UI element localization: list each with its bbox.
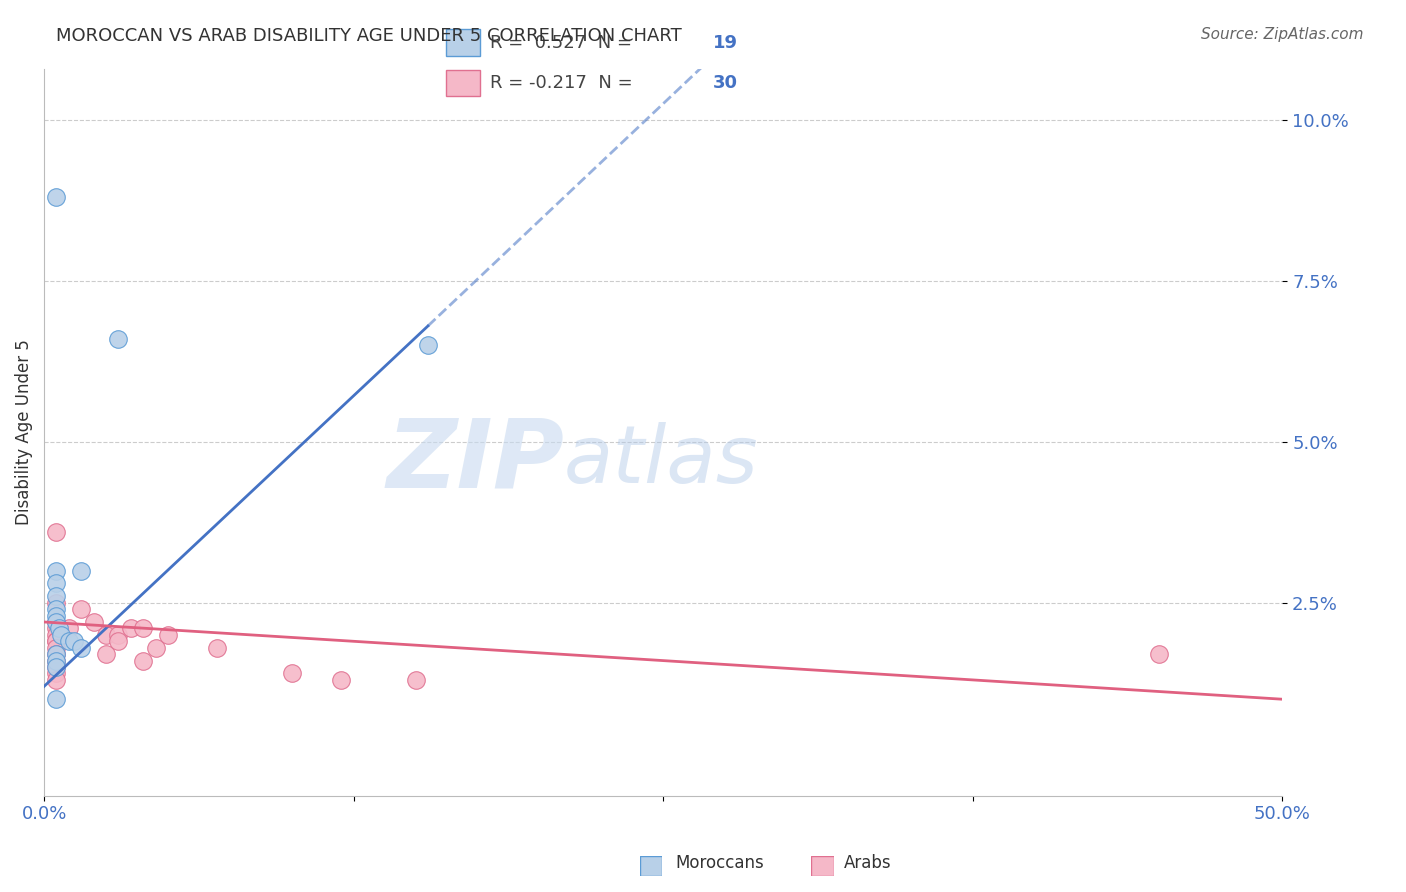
- Point: [45, 640, 67, 655]
- Point: [156, 628, 179, 642]
- Point: [45, 628, 67, 642]
- Point: [132, 654, 155, 668]
- Point: [45, 666, 67, 681]
- Y-axis label: Disability Age Under 5: Disability Age Under 5: [15, 339, 32, 525]
- Point: [45, 654, 67, 668]
- Text: R = -0.217  N =: R = -0.217 N =: [489, 74, 638, 92]
- Point: [107, 634, 129, 648]
- Point: [45, 589, 67, 603]
- Text: MOROCCAN VS ARAB DISABILITY AGE UNDER 5 CORRELATION CHART: MOROCCAN VS ARAB DISABILITY AGE UNDER 5 …: [56, 27, 682, 45]
- Point: [45, 596, 67, 610]
- Point: [45, 660, 67, 674]
- FancyBboxPatch shape: [811, 856, 834, 876]
- Point: [70, 640, 93, 655]
- Point: [58, 634, 80, 648]
- Text: 19: 19: [713, 34, 738, 52]
- Point: [83, 615, 105, 629]
- Point: [45, 634, 67, 648]
- Point: [45, 673, 67, 687]
- Point: [45, 608, 67, 623]
- Text: ZIP: ZIP: [387, 415, 564, 508]
- Point: [107, 332, 129, 346]
- Point: [48, 622, 70, 636]
- Point: [416, 338, 439, 352]
- FancyBboxPatch shape: [446, 70, 479, 96]
- Point: [45, 564, 67, 578]
- Point: [207, 640, 229, 655]
- Point: [132, 622, 155, 636]
- Point: [120, 622, 142, 636]
- Point: [281, 666, 304, 681]
- Point: [94, 647, 117, 661]
- Point: [1147, 647, 1170, 661]
- Point: [45, 576, 67, 591]
- Point: [45, 660, 67, 674]
- Point: [330, 673, 353, 687]
- Point: [63, 634, 86, 648]
- Point: [58, 622, 80, 636]
- FancyBboxPatch shape: [640, 856, 662, 876]
- Point: [45, 524, 67, 539]
- Point: [51, 628, 73, 642]
- Point: [45, 615, 67, 629]
- Text: Moroccans: Moroccans: [675, 855, 763, 872]
- Point: [405, 673, 427, 687]
- FancyBboxPatch shape: [446, 29, 479, 56]
- Text: 30: 30: [713, 74, 738, 92]
- Point: [45, 647, 67, 661]
- Text: Arabs: Arabs: [844, 855, 891, 872]
- Point: [45, 602, 67, 616]
- Point: [94, 628, 117, 642]
- Point: [45, 654, 67, 668]
- Text: R =  0.527  N =: R = 0.527 N =: [489, 34, 637, 52]
- Point: [70, 564, 93, 578]
- Point: [45, 615, 67, 629]
- Text: atlas: atlas: [564, 422, 759, 500]
- Point: [45, 692, 67, 706]
- Point: [45, 647, 67, 661]
- Point: [70, 602, 93, 616]
- Point: [45, 622, 67, 636]
- Point: [45, 634, 67, 648]
- Point: [107, 628, 129, 642]
- Point: [145, 640, 167, 655]
- Text: Source: ZipAtlas.com: Source: ZipAtlas.com: [1201, 27, 1364, 42]
- Point: [45, 190, 67, 204]
